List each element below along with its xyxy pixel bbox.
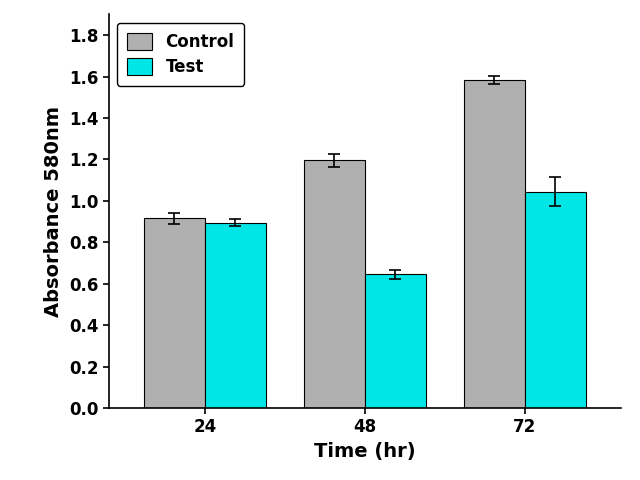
- Y-axis label: Absorbance 580nm: Absorbance 580nm: [44, 106, 63, 317]
- Bar: [144, 218, 205, 408]
- Bar: [205, 223, 266, 408]
- Bar: [304, 160, 365, 408]
- Bar: [525, 192, 586, 408]
- Legend: Control, Test: Control, Test: [117, 23, 244, 86]
- Bar: [365, 275, 426, 408]
- X-axis label: Time (hr): Time (hr): [314, 442, 415, 461]
- Bar: [464, 80, 525, 408]
